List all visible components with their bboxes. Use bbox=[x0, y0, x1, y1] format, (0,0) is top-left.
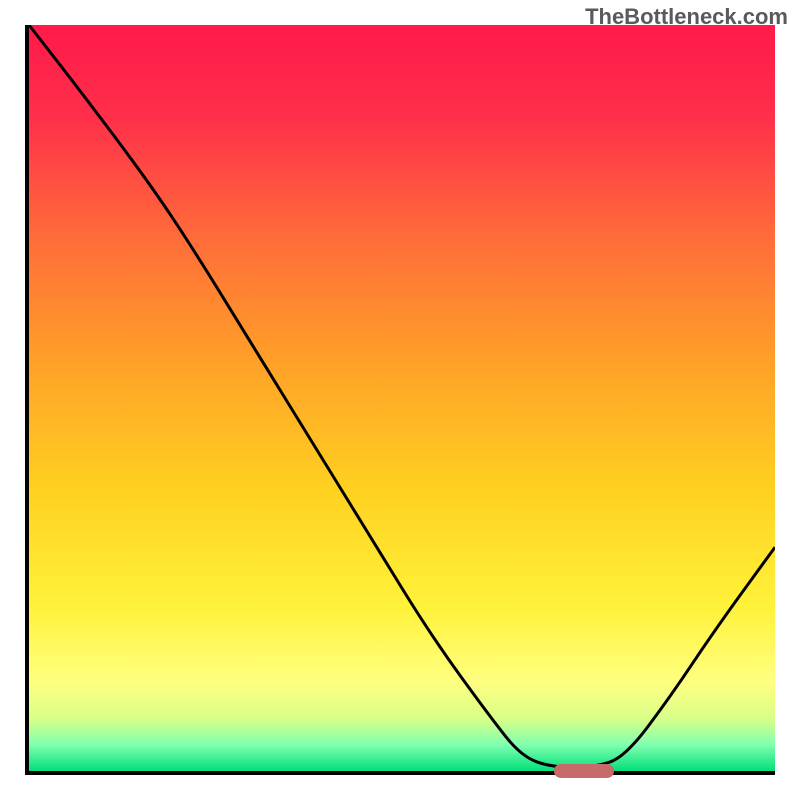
optimal-marker bbox=[554, 764, 614, 778]
bottleneck-curve bbox=[29, 25, 775, 771]
watermark-text: TheBottleneck.com bbox=[585, 4, 788, 30]
plot-area bbox=[25, 25, 775, 775]
